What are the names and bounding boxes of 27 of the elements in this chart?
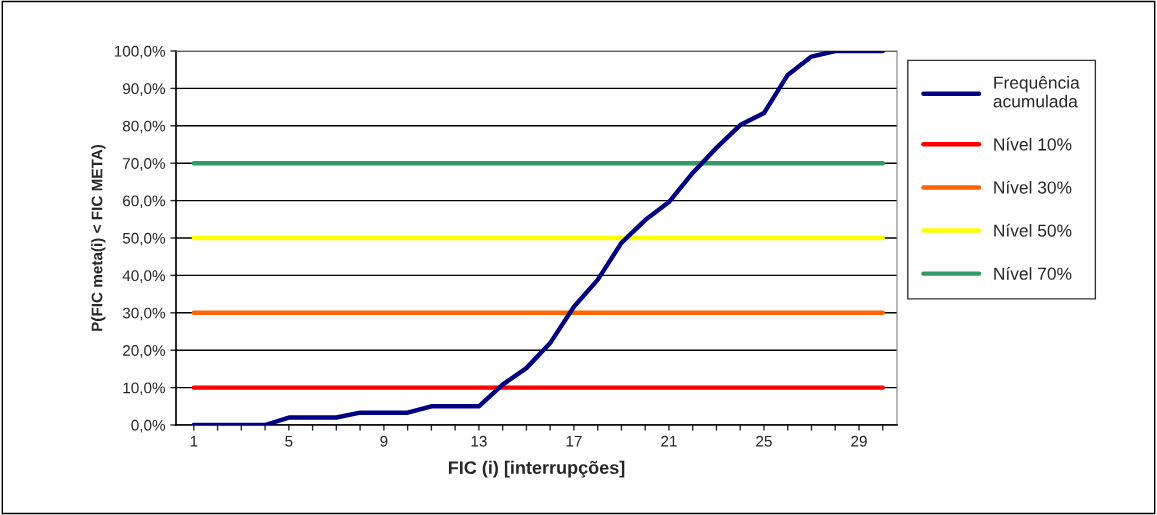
- legend-label: Nível 70%: [994, 266, 1072, 280]
- y-tick-label: 70,0%: [123, 158, 166, 171]
- x-tick-label: 13: [471, 435, 487, 447]
- y-tick-label: 30,0%: [122, 307, 166, 321]
- x-tick-label: 5: [285, 435, 293, 447]
- x-tick-label: 1: [190, 435, 198, 447]
- y-tick-label: 40,0%: [122, 270, 166, 283]
- x-tick-label: 21: [661, 435, 677, 447]
- x-tick-label: 17: [566, 435, 582, 447]
- y-tick-label: 90,0%: [122, 83, 166, 96]
- y-tick-label: 0,0%: [131, 419, 166, 433]
- legend-label: Nível 50%: [994, 223, 1072, 237]
- legend-label: Nível 30%: [994, 180, 1072, 194]
- x-tick-label: 9: [380, 435, 388, 447]
- y-tick-label: 60,0%: [123, 195, 166, 209]
- x-tick-label: 29: [851, 435, 867, 447]
- line-series: [191, 51, 885, 425]
- x-tick-label: 25: [756, 435, 772, 447]
- y-tick-label: 10,0%: [123, 382, 166, 396]
- y-tick-label: 80,0%: [122, 120, 166, 134]
- legend-label: Frequência acumulada: [993, 75, 1080, 108]
- x-axis-title: FIC (i) [interrupções]: [448, 460, 625, 478]
- y-axis-title: P(FIC meta(i) < FIC META): [91, 144, 106, 331]
- y-tick-label: 50,0%: [122, 232, 166, 246]
- legend-label: Nível 10%: [994, 137, 1072, 151]
- y-tick-label: 100,0%: [114, 45, 166, 59]
- y-tick-label: 20,0%: [123, 345, 166, 358]
